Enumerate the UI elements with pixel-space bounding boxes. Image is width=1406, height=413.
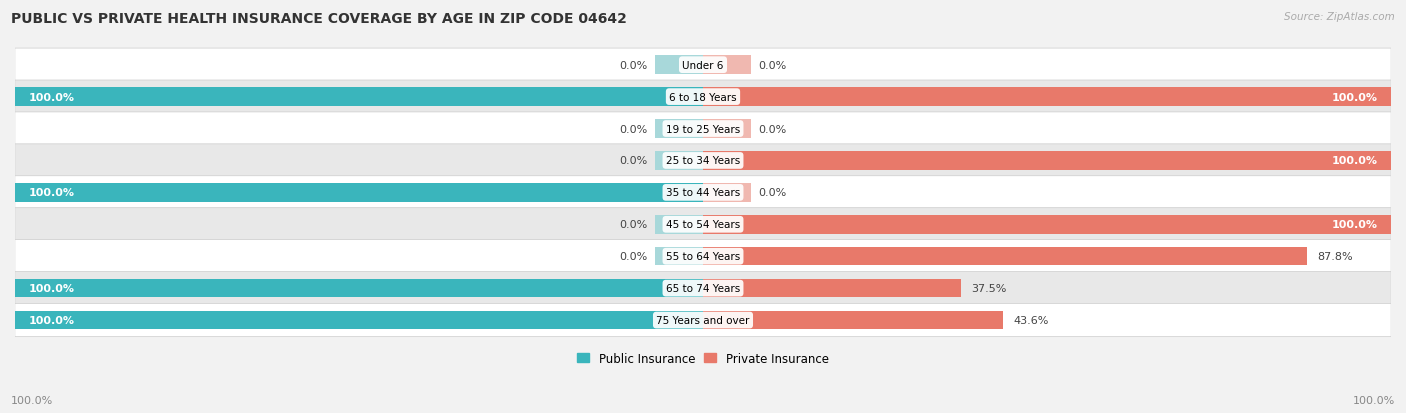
Text: 37.5%: 37.5% (972, 283, 1007, 293)
Text: 100.0%: 100.0% (28, 93, 75, 102)
Bar (703, 56, 751, 75)
Text: 45 to 54 Years: 45 to 54 Years (666, 220, 740, 230)
Text: 0.0%: 0.0% (620, 252, 648, 261)
FancyBboxPatch shape (15, 240, 1391, 273)
Bar (655, 120, 703, 138)
Text: 0.0%: 0.0% (620, 61, 648, 71)
Bar (703, 247, 1308, 266)
Text: Under 6: Under 6 (682, 61, 724, 71)
Text: 100.0%: 100.0% (28, 315, 75, 325)
Text: 87.8%: 87.8% (1317, 252, 1353, 261)
FancyBboxPatch shape (15, 113, 1391, 146)
Text: 6 to 18 Years: 6 to 18 Years (669, 93, 737, 102)
Bar (655, 152, 703, 170)
Text: 0.0%: 0.0% (620, 124, 648, 134)
FancyBboxPatch shape (15, 304, 1391, 337)
Text: 35 to 44 Years: 35 to 44 Years (666, 188, 740, 198)
Text: 0.0%: 0.0% (758, 188, 786, 198)
Text: 0.0%: 0.0% (620, 156, 648, 166)
Bar (655, 247, 703, 266)
Text: 100.0%: 100.0% (1331, 220, 1378, 230)
FancyBboxPatch shape (15, 49, 1391, 82)
Text: 100.0%: 100.0% (1331, 93, 1378, 102)
Text: 100.0%: 100.0% (28, 283, 75, 293)
FancyBboxPatch shape (15, 208, 1391, 241)
Text: PUBLIC VS PRIVATE HEALTH INSURANCE COVERAGE BY AGE IN ZIP CODE 04642: PUBLIC VS PRIVATE HEALTH INSURANCE COVER… (11, 12, 627, 26)
Bar (703, 311, 1002, 330)
Text: 0.0%: 0.0% (620, 220, 648, 230)
FancyBboxPatch shape (15, 145, 1391, 178)
Text: 65 to 74 Years: 65 to 74 Years (666, 283, 740, 293)
Text: 100.0%: 100.0% (1353, 395, 1395, 405)
Text: 43.6%: 43.6% (1014, 315, 1049, 325)
Bar (15, 279, 703, 298)
Text: 19 to 25 Years: 19 to 25 Years (666, 124, 740, 134)
FancyBboxPatch shape (15, 272, 1391, 305)
Bar (15, 311, 703, 330)
Text: 0.0%: 0.0% (758, 61, 786, 71)
Text: 55 to 64 Years: 55 to 64 Years (666, 252, 740, 261)
Bar (703, 88, 1391, 107)
Bar (655, 216, 703, 234)
Text: 25 to 34 Years: 25 to 34 Years (666, 156, 740, 166)
FancyBboxPatch shape (15, 81, 1391, 114)
Text: 0.0%: 0.0% (758, 124, 786, 134)
Legend: Public Insurance, Private Insurance: Public Insurance, Private Insurance (572, 347, 834, 370)
Text: 75 Years and over: 75 Years and over (657, 315, 749, 325)
Bar (703, 120, 751, 138)
Bar (15, 88, 703, 107)
Bar (703, 279, 960, 298)
Text: 100.0%: 100.0% (1331, 156, 1378, 166)
Text: 100.0%: 100.0% (11, 395, 53, 405)
Bar (703, 216, 1391, 234)
Bar (655, 56, 703, 75)
Bar (703, 152, 1391, 170)
Bar (15, 184, 703, 202)
Text: Source: ZipAtlas.com: Source: ZipAtlas.com (1284, 12, 1395, 22)
Bar (703, 184, 751, 202)
Text: 100.0%: 100.0% (28, 188, 75, 198)
FancyBboxPatch shape (15, 176, 1391, 209)
